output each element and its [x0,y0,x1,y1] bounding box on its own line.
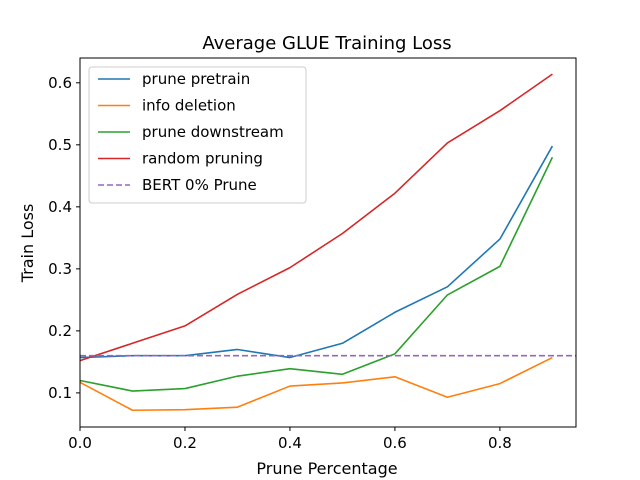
legend-label-info-deletion: info deletion [142,97,236,115]
x-tick-label: 0.4 [278,434,302,452]
y-tick-label: 0.3 [48,260,72,278]
chart-title: Average GLUE Training Loss [202,33,451,54]
x-axis-ticks: 0.0 0.2 0.4 0.6 0.8 [68,427,512,452]
series-line-prune-downstream [79,156,554,392]
x-axis-label: Prune Percentage [256,459,397,478]
y-tick-label: 0.4 [48,198,72,216]
series-line-random-pruning [79,73,553,362]
legend-box [88,66,307,204]
plot-frame [79,57,577,428]
series-layer [79,73,576,412]
legend-label-prune-downstream: prune downstream [142,123,284,141]
y-tick-label: 0.2 [48,322,72,340]
y-tick-label: 0.6 [48,74,72,92]
y-tick-label: 0.1 [48,384,72,402]
legend-label-bert-0-prune: BERT 0% Prune [142,176,257,194]
legend-label-random-pruning: random pruning [142,150,263,168]
y-axis-label: Train Loss [18,204,37,284]
x-tick-label: 0.2 [173,434,197,452]
x-tick-label: 0.8 [488,434,512,452]
y-axis-ticks: 0.1 0.2 0.3 0.4 0.5 0.6 [48,74,80,402]
y-tick-label: 0.5 [48,136,72,154]
legend-label-prune-pretrain: prune pretrain [142,70,250,88]
legend: prune pretrain info deletion prune downstr… [88,66,307,204]
x-tick-label: 0.0 [68,434,92,452]
x-tick-label: 0.6 [383,434,407,452]
series-line-info-deletion [79,356,553,412]
series-line-prune-pretrain [79,145,554,359]
